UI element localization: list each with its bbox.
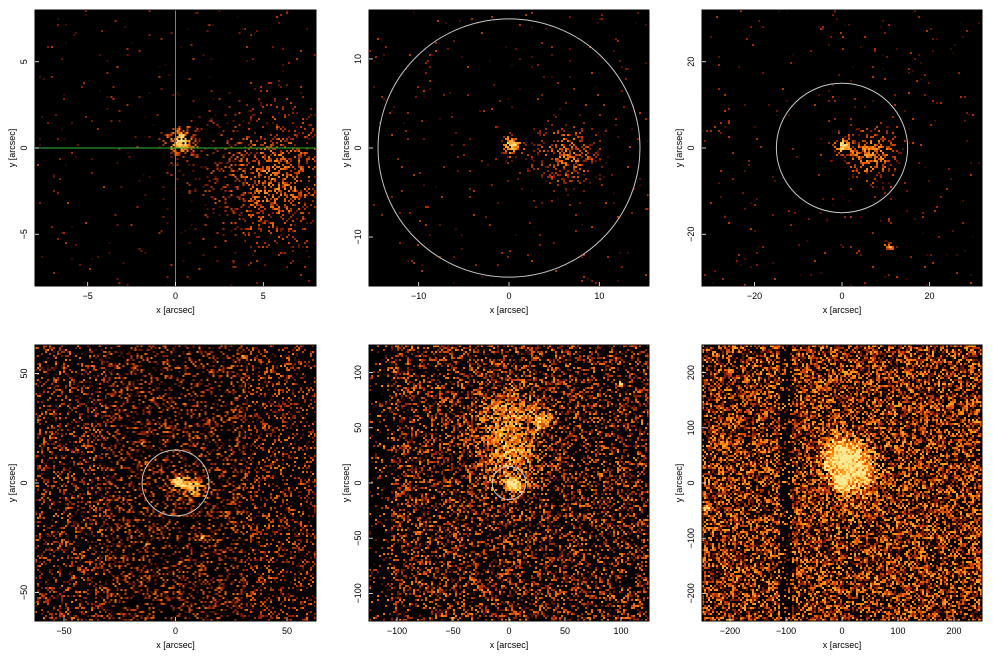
y-tick-label: 0 bbox=[686, 145, 696, 150]
source-peak bbox=[507, 459, 511, 463]
x-tick-label: 200 bbox=[946, 626, 961, 636]
source-peak bbox=[507, 415, 511, 418]
x-tick-label: 100 bbox=[890, 626, 905, 636]
extraction-circle bbox=[775, 82, 909, 214]
y-tick-label: −20 bbox=[686, 227, 696, 242]
panel-top-right: −20 0 20 −20 0 20 x [arcsec] y [arcsec] bbox=[674, 9, 983, 315]
x-axis-label: x [arcsec] bbox=[823, 305, 862, 315]
source-peak bbox=[418, 581, 421, 584]
source-peak bbox=[852, 470, 855, 474]
y-tick-label: 0 bbox=[19, 480, 29, 485]
x-tick-label: 0 bbox=[506, 291, 511, 301]
y-tick-label: 50 bbox=[19, 368, 29, 378]
x-tick-label: 20 bbox=[924, 291, 934, 301]
source-peak bbox=[706, 506, 709, 510]
source-peak bbox=[145, 543, 148, 546]
y-axis-label: y [arcsec] bbox=[341, 464, 351, 503]
y-tick-label: 50 bbox=[353, 423, 363, 433]
source-peak bbox=[140, 442, 144, 445]
extraction-circle bbox=[377, 18, 641, 278]
x-tick-label: −100 bbox=[387, 626, 407, 636]
x-tick-label: 50 bbox=[560, 626, 570, 636]
panel-top-left: −5 0 5 −5 0 5 x [arcsec] y [arcsec] bbox=[7, 9, 317, 315]
source-peak bbox=[201, 536, 204, 539]
x-tick-label: −100 bbox=[776, 626, 796, 636]
source-peak bbox=[566, 153, 569, 157]
x-tick-label: 0 bbox=[839, 626, 844, 636]
y-tick-label: 0 bbox=[353, 145, 363, 150]
source-peak bbox=[619, 382, 623, 385]
y-tick-label: −50 bbox=[19, 585, 29, 600]
y-axis-label: y [arcsec] bbox=[674, 464, 684, 503]
source-peak bbox=[189, 486, 193, 489]
source-peak bbox=[510, 144, 513, 147]
panel-bottom-left: −50 0 50 −50 0 50 x [arcsec] y [arcsec] bbox=[7, 344, 317, 650]
extraction-circle bbox=[141, 449, 210, 517]
source-peak bbox=[840, 454, 844, 457]
y-tick-label: 100 bbox=[686, 420, 696, 435]
panel-top-middle: −10 0 10 −10 0 10 x [arcsec] y [arcsec] bbox=[341, 9, 650, 315]
x-tick-label: 0 bbox=[506, 626, 511, 636]
source-peak bbox=[871, 153, 874, 156]
source-peak bbox=[179, 139, 182, 143]
source-peak bbox=[888, 245, 892, 249]
y-axis-label: y [arcsec] bbox=[7, 464, 17, 503]
y-tick-label: 0 bbox=[353, 480, 363, 485]
x-tick-label: 10 bbox=[594, 291, 604, 301]
x-tick-label: −50 bbox=[56, 626, 71, 636]
source-peak bbox=[842, 144, 845, 148]
y-tick-label: −10 bbox=[353, 229, 363, 244]
x-axis-label: x [arcsec] bbox=[490, 640, 529, 650]
source-peak bbox=[270, 177, 274, 181]
y-tick-label: 10 bbox=[353, 54, 363, 64]
panel-bottom-middle: −100 −50 0 50 100 −100 −50 0 50 100 x [arcsec] y [a… bbox=[341, 344, 650, 650]
y-tick-label: 20 bbox=[686, 57, 696, 67]
extraction-circle bbox=[491, 465, 527, 501]
y-tick-label: 0 bbox=[19, 145, 29, 150]
x-tick-label: −10 bbox=[411, 291, 426, 301]
source-peak bbox=[176, 480, 179, 484]
x-tick-label: 100 bbox=[613, 626, 628, 636]
x-tick-label: −5 bbox=[83, 291, 93, 301]
counts-image bbox=[702, 10, 982, 286]
counts-image bbox=[35, 345, 316, 621]
y-tick-label: −5 bbox=[19, 229, 29, 239]
y-axis-label: y [arcsec] bbox=[7, 129, 17, 168]
x-tick-label: 50 bbox=[282, 626, 292, 636]
y-tick-label: −100 bbox=[686, 528, 696, 548]
y-tick-label: 200 bbox=[686, 365, 696, 380]
source-peak bbox=[541, 417, 544, 421]
x-axis-label: x [arcsec] bbox=[823, 640, 862, 650]
x-axis-label: x [arcsec] bbox=[490, 305, 529, 315]
y-tick-label: −50 bbox=[353, 531, 363, 546]
x-tick-label: 0 bbox=[173, 626, 178, 636]
x-tick-label: −20 bbox=[747, 291, 762, 301]
x-tick-label: −50 bbox=[445, 626, 460, 636]
y-tick-label: −100 bbox=[353, 583, 363, 603]
x-tick-label: 5 bbox=[261, 291, 266, 301]
y-tick-label: 100 bbox=[353, 365, 363, 380]
panel-bottom-right: −200 −100 0 100 200 −200 −100 0 100 200 x [arcsec]… bbox=[674, 344, 983, 650]
counts-image bbox=[369, 10, 649, 286]
source-peak bbox=[508, 481, 512, 485]
y-axis-label: y [arcsec] bbox=[341, 129, 351, 168]
y-tick-label: −200 bbox=[686, 583, 696, 603]
x-tick-label: −200 bbox=[720, 626, 740, 636]
source-peak bbox=[840, 481, 844, 485]
source-peak bbox=[241, 354, 244, 358]
y-tick-label: 0 bbox=[686, 480, 696, 485]
x-tick-label: 0 bbox=[173, 291, 178, 301]
y-axis-label: y [arcsec] bbox=[674, 129, 684, 168]
x-tick-label: 0 bbox=[839, 291, 844, 301]
x-axis-label: x [arcsec] bbox=[156, 305, 195, 315]
y-tick-label: 5 bbox=[19, 59, 29, 64]
source-peak bbox=[515, 485, 519, 488]
x-axis-label: x [arcsec] bbox=[156, 640, 195, 650]
